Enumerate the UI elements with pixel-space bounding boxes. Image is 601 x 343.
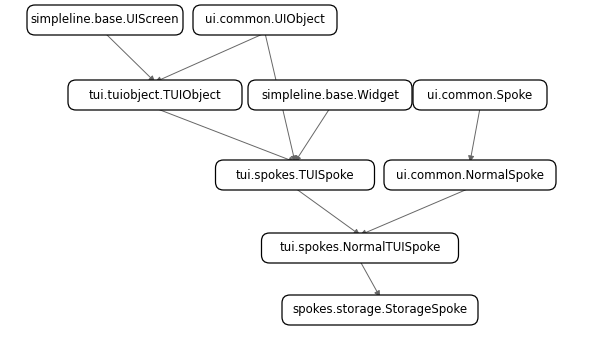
FancyBboxPatch shape [413, 80, 547, 110]
Text: ui.common.Spoke: ui.common.Spoke [427, 88, 532, 102]
FancyBboxPatch shape [68, 80, 242, 110]
FancyBboxPatch shape [384, 160, 556, 190]
FancyBboxPatch shape [261, 233, 459, 263]
Text: ui.common.NormalSpoke: ui.common.NormalSpoke [396, 168, 544, 181]
Text: simpleline.base.UIScreen: simpleline.base.UIScreen [31, 13, 179, 26]
FancyBboxPatch shape [282, 295, 478, 325]
Text: tui.spokes.NormalTUISpoke: tui.spokes.NormalTUISpoke [279, 241, 441, 255]
FancyBboxPatch shape [193, 5, 337, 35]
Text: tui.tuiobject.TUIObject: tui.tuiobject.TUIObject [88, 88, 221, 102]
FancyBboxPatch shape [27, 5, 183, 35]
FancyBboxPatch shape [248, 80, 412, 110]
Text: tui.spokes.TUISpoke: tui.spokes.TUISpoke [236, 168, 355, 181]
Text: ui.common.UIObject: ui.common.UIObject [205, 13, 325, 26]
FancyBboxPatch shape [216, 160, 374, 190]
Text: simpleline.base.Widget: simpleline.base.Widget [261, 88, 399, 102]
Text: spokes.storage.StorageSpoke: spokes.storage.StorageSpoke [293, 304, 468, 317]
